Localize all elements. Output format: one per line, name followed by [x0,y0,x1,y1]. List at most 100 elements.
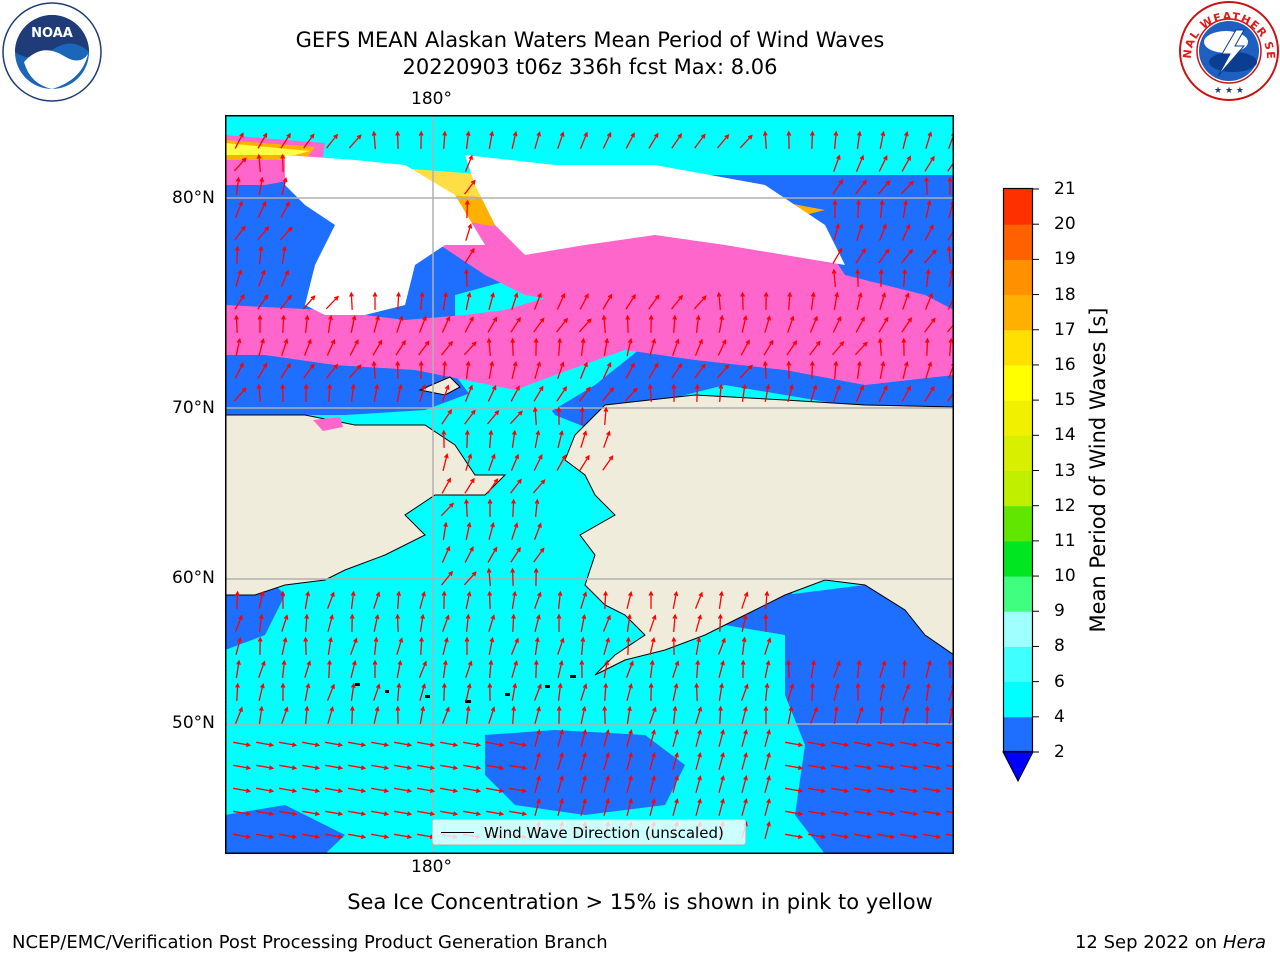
wave-direction-arrow [808,833,827,840]
wave-direction-arrow [580,729,587,747]
colorbar-tick-label: 18 [1054,284,1076,305]
wave-direction-arrow [509,810,528,817]
wave-direction-arrow [855,682,861,701]
wave-direction-arrow [396,383,403,402]
wave-direction-arrow [648,682,654,701]
wave-direction-arrow [279,226,293,241]
wave-direction-arrow [741,729,748,747]
wave-direction-arrow [534,729,541,747]
wave-direction-arrow [810,682,815,701]
wave-direction-arrow [280,201,290,218]
wave-direction-arrow [741,591,749,609]
wave-direction-arrow [648,294,660,310]
wave-direction-arrow [371,130,377,149]
wave-direction-arrow [419,683,426,701]
wave-direction-arrow [487,590,493,609]
wave-direction-arrow [256,833,275,840]
colorbar-tick-label: 2 [1054,742,1065,762]
wave-direction-arrow [304,682,311,701]
wave-direction-arrow [647,383,653,402]
wave-direction-arrow [694,363,706,379]
wave-direction-arrow [509,787,528,794]
wave-direction-arrow [511,292,519,310]
colorbar-tick-label: 20 [1054,214,1076,235]
wave-direction-arrow [855,154,865,172]
wave-direction-arrow [235,637,242,655]
wave-direction-arrow [326,338,336,356]
wave-direction-arrow [395,613,401,632]
wave-direction-arrow [442,384,450,402]
wave-direction-arrow [419,636,424,655]
wave-direction-arrow [649,706,657,724]
wave-direction-arrow [809,706,818,724]
wave-direction-arrow [464,477,475,494]
wave-direction-arrow [649,798,656,816]
wave-direction-arrow [902,659,907,678]
wave-direction-arrow [718,729,725,747]
wave-direction-arrow [257,636,263,655]
wave-direction-arrow [441,429,447,448]
wave-direction-arrow [626,705,632,724]
wave-direction-arrow [279,741,298,748]
wave-direction-arrow [463,741,482,748]
wave-direction-arrow [257,132,268,149]
wave-direction-arrow [833,291,840,310]
wave-direction-arrow [694,682,700,701]
wave-direction-arrow [855,179,867,195]
wave-direction-arrow [511,429,517,448]
wave-direction-arrow [532,406,538,425]
wave-direction-arrow [256,383,262,402]
wave-direction-arrow [396,682,402,701]
wave-direction-arrow [441,570,454,586]
wave-direction-arrow [533,317,545,333]
wave-direction-arrow [831,810,850,817]
wave-direction-arrow [511,705,517,724]
wave-direction-arrow [602,455,614,471]
wave-direction-arrow [924,224,934,241]
wave-direction-arrow [348,364,362,379]
wave-direction-arrow [442,659,448,678]
wave-direction-arrow [579,406,585,425]
wave-direction-arrow [419,591,426,609]
wave-direction-arrow [856,706,864,724]
wave-direction-arrow [533,454,543,471]
wave-direction-arrow [741,798,748,816]
wave-direction-arrow [373,315,380,333]
wave-direction-arrow [878,248,890,264]
wave-direction-arrow [671,133,683,149]
lat-label-50: 50°N [172,713,215,733]
wave-direction-arrow [695,614,702,632]
wave-direction-arrow [396,659,403,678]
wave-direction-arrow [557,131,565,149]
ice-interior [285,155,485,315]
colorbar-segment [1004,259,1032,296]
wave-direction-arrow [510,385,520,402]
colorbar-segment [1004,400,1032,436]
wave-direction-arrow [348,134,362,149]
wave-direction-arrow [441,477,451,494]
wave-direction-arrow [603,637,610,655]
footer-machine: Hera [1222,932,1266,953]
wave-direction-arrow [464,247,475,264]
wave-direction-arrow [371,810,390,817]
nws-logo: NATIONAL WEATHER SERVICE ★ ★ ★ [1178,0,1279,101]
wave-direction-arrow [602,705,608,724]
wave-direction-arrow [672,660,680,678]
wave-direction-arrow [233,764,252,771]
wave-direction-arrow [902,199,908,218]
wave-direction-arrow [442,452,449,471]
wave-direction-arrow [580,705,587,724]
wave-direction-arrow [234,614,243,632]
map-border [225,115,954,854]
wave-direction-arrow [923,764,942,771]
wave-direction-arrow [787,683,795,701]
wave-direction-arrow [901,385,911,402]
wave-direction-arrow [762,130,768,149]
wave-direction-arrow [625,636,631,655]
wave-direction-arrow [878,385,888,402]
wave-direction-arrow [695,752,702,770]
wave-direction-arrow [234,706,243,724]
wave-direction-arrow [257,314,263,333]
wave-direction-arrow [303,383,309,402]
wave-direction-arrow [326,133,339,149]
